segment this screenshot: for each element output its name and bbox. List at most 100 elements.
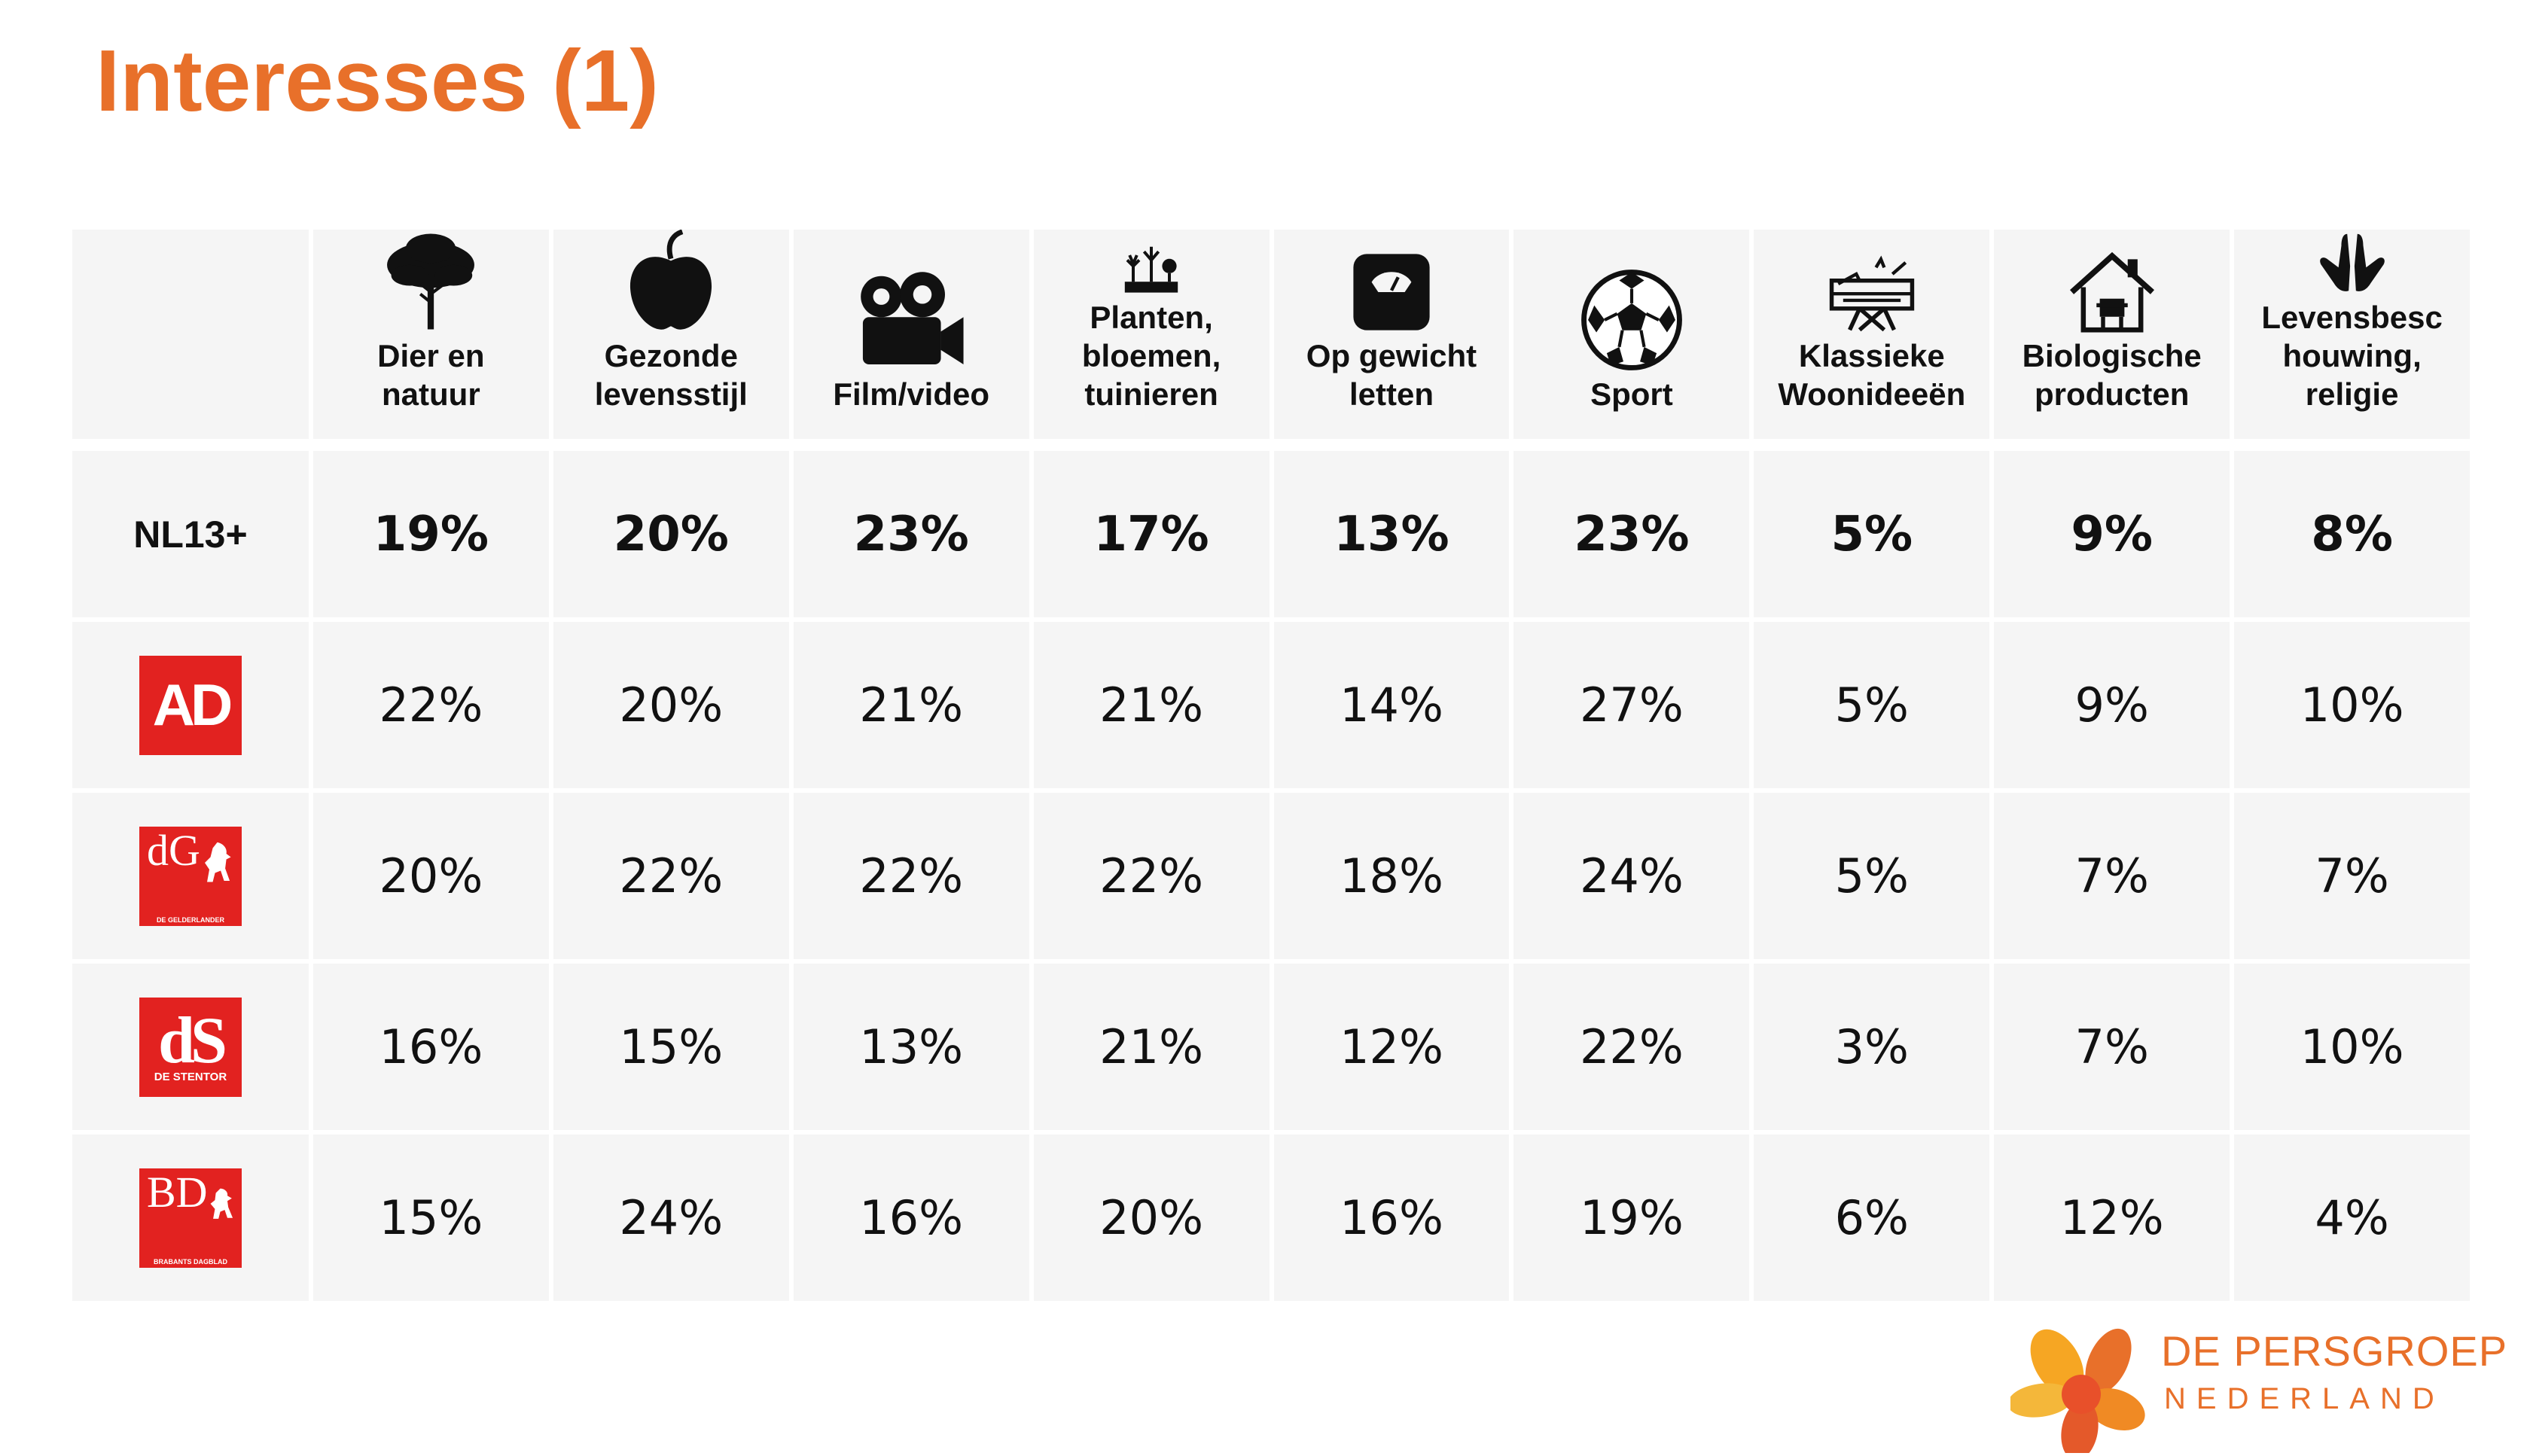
value: 7%	[2074, 848, 2149, 903]
value-cell: 22%	[1033, 793, 1270, 959]
value: 27%	[1579, 678, 1684, 733]
value: 24%	[1579, 848, 1684, 903]
header-planten: Planten, bloemen, tuinieren	[1033, 230, 1270, 439]
soccer-ball-icon	[1580, 270, 1682, 370]
tree-icon	[387, 233, 475, 330]
value-cell: 18%	[1273, 793, 1510, 959]
value: 8%	[2311, 506, 2393, 562]
value: 21%	[1099, 1019, 1203, 1074]
table-row-gelderlander: dG DE GELDERLANDER 20% 22% 22% 22% 18% 2…	[72, 793, 2471, 959]
value-cell: 27%	[1513, 622, 1750, 788]
column-label: Levensbesc houwing, religie	[2261, 300, 2443, 412]
value: 16%	[859, 1190, 964, 1245]
value: 10%	[2300, 1019, 2404, 1074]
value-cell: 10%	[2234, 964, 2471, 1130]
value-cell: 20%	[553, 622, 789, 788]
horse-emblem-icon	[204, 842, 231, 882]
value-cell: 16%	[312, 964, 549, 1130]
header-empty-cell	[72, 230, 309, 439]
header-sport: Sport	[1513, 230, 1750, 439]
header-op-gewicht: Op gewicht letten	[1273, 230, 1510, 439]
value: 21%	[859, 678, 964, 733]
value-cell: 7%	[1994, 793, 2230, 959]
value-cell: 22%	[793, 793, 1029, 959]
value: 4%	[2315, 1190, 2389, 1245]
value: 17%	[1093, 506, 1209, 562]
value: 5%	[1834, 848, 1909, 903]
ad-logo: AD	[139, 655, 242, 755]
value-cell: 15%	[312, 1135, 549, 1301]
header-biologische: Biologische producten	[1994, 230, 2230, 439]
video-camera-icon	[861, 272, 964, 364]
value: 9%	[2071, 506, 2154, 562]
value-cell: 4%	[2234, 1135, 2471, 1301]
logo-subtitle: DE GELDERLANDER	[156, 915, 224, 924]
value-cell: 16%	[793, 1135, 1029, 1301]
value-cell: 23%	[1513, 451, 1750, 617]
value: 13%	[859, 1019, 964, 1074]
value: 15%	[379, 1190, 483, 1245]
value: 9%	[2074, 678, 2149, 733]
value-cell: 22%	[1513, 964, 1750, 1130]
table-row-ad: AD 22% 20% 21% 21% 14% 27% 5% 9% 10%	[72, 622, 2471, 788]
table-row-nl13: NL13+ 19% 20% 23% 17% 13% 23% 5% 9% 8%	[72, 451, 2471, 617]
value: 14%	[1340, 678, 1443, 733]
header-klassieke: Klassieke Woonideeën	[1754, 230, 1990, 439]
value: 21%	[1099, 678, 1203, 733]
apple-icon	[630, 230, 712, 330]
value: 22%	[619, 848, 724, 903]
logo-mark: BD	[139, 1168, 242, 1253]
ad-logo-text: AD	[152, 672, 233, 738]
value-cell: 10%	[2234, 622, 2471, 788]
value: 7%	[2315, 848, 2389, 903]
garden-icon	[1124, 246, 1178, 293]
header-dier-natuur: Dier en natuur	[312, 230, 549, 439]
interests-table: Dier en natuur Gezonde levensstijl Film/…	[72, 230, 2471, 1305]
value-cell: 13%	[793, 964, 1029, 1130]
value-cell: 5%	[1754, 622, 1990, 788]
value: 16%	[1340, 1190, 1443, 1245]
value-cell: 6%	[1754, 1135, 1990, 1301]
value: 7%	[2074, 1019, 2149, 1074]
furniture-icon	[1829, 255, 1914, 332]
column-label: Klassieke Woonideeën	[1778, 338, 1966, 412]
value: 22%	[1099, 848, 1203, 903]
header-gezonde-levensstijl: Gezonde levensstijl	[553, 230, 789, 439]
value: 22%	[1579, 1019, 1684, 1074]
value: 20%	[1099, 1190, 1203, 1245]
column-label: Gezonde levensstijl	[594, 338, 748, 412]
row-label-cell: AD	[72, 622, 309, 788]
value-cell: 21%	[1033, 964, 1270, 1130]
value-cell: 24%	[553, 1135, 789, 1301]
value: 23%	[853, 506, 969, 562]
column-label: Op gewicht letten	[1306, 338, 1477, 412]
value: 22%	[859, 848, 964, 903]
value-cell: 24%	[1513, 793, 1750, 959]
value: 12%	[2059, 1190, 2164, 1245]
value-cell: 20%	[553, 451, 789, 617]
gelderlander-logo: dG DE GELDERLANDER	[139, 826, 242, 926]
column-label: Biologische producten	[2022, 338, 2202, 412]
row-label-cell: NL13+	[72, 451, 309, 617]
table-row-stentor: dS DE STENTOR 16% 15% 13% 21% 12% 22% 3%…	[72, 964, 2471, 1130]
logo-subtitle: BRABANTS DAGBLAD	[153, 1257, 227, 1266]
stentor-logo: dS DE STENTOR	[139, 997, 242, 1097]
value-cell: 15%	[553, 964, 789, 1130]
value: 23%	[1574, 506, 1690, 562]
logo-letters: BD	[146, 1167, 208, 1217]
table-row-brabants-dagblad: BD BRABANTS DAGBLAD 15% 24% 16% 20% 16% …	[72, 1135, 2471, 1301]
value-cell: 16%	[1273, 1135, 1510, 1301]
value-cell: 9%	[1994, 451, 2230, 617]
logo-subtitle: DE STENTOR	[154, 1070, 227, 1083]
value: 24%	[619, 1190, 724, 1245]
table-header-row: Dier en natuur Gezonde levensstijl Film/…	[72, 230, 2471, 439]
value: 20%	[613, 506, 729, 562]
value: 20%	[619, 678, 724, 733]
house-icon	[2069, 251, 2154, 333]
logo-mark: dG	[139, 827, 242, 911]
value-cell: 7%	[1994, 964, 2230, 1130]
logo-letters: dG	[146, 825, 200, 875]
value-cell: 23%	[793, 451, 1029, 617]
row-label: NL13+	[133, 513, 248, 556]
value-cell: 9%	[1994, 622, 2230, 788]
